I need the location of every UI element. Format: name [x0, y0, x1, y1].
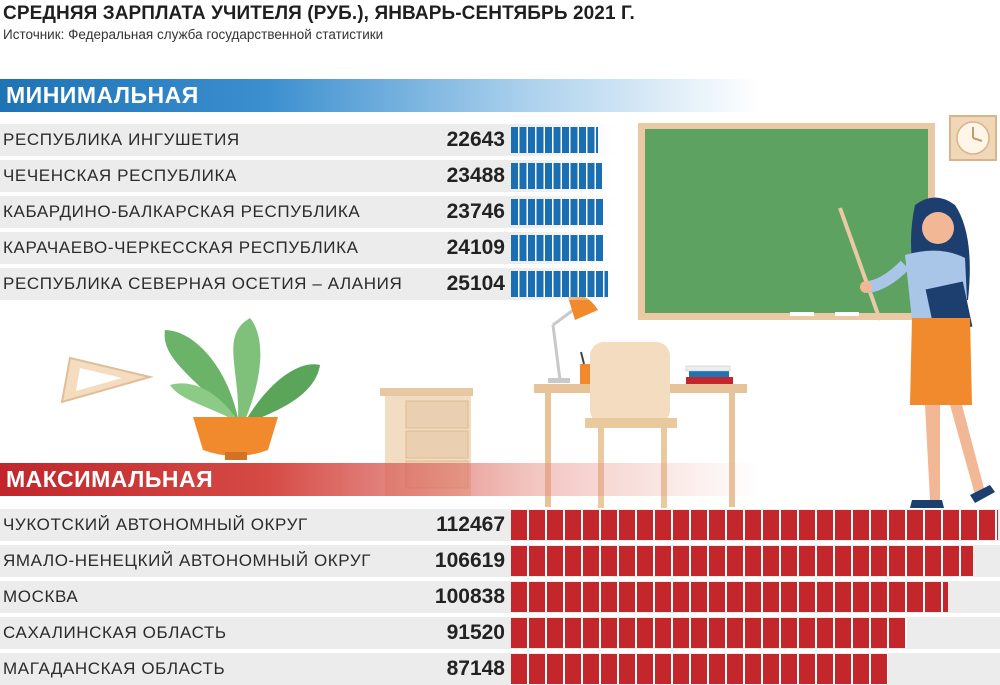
category-label: ЧЕЧЕНСКАЯ РЕСПУБЛИКА [3, 166, 237, 185]
bar-row: ЧЕЧЕНСКАЯ РЕСПУБЛИКА 23488 [0, 160, 615, 192]
value-label: 87148 [446, 657, 505, 680]
value-label: 25104 [446, 272, 505, 295]
clock-icon [949, 115, 997, 161]
category-label: КАБАРДИНО-БАЛКАРСКАЯ РЕСПУБЛИКА [3, 202, 361, 221]
category-label: МОСКВА [3, 587, 79, 606]
books-icon [685, 365, 733, 384]
category-label: ЧУКОТСКИЙ АВТОНОМНЫЙ ОКРУГ [3, 515, 308, 534]
bar [511, 546, 973, 576]
bar-row: ЧУКОТСКИЙ АВТОНОМНЫЙ ОКРУГ 112467 [0, 509, 1000, 541]
category-label: САХАЛИНСКАЯ ОБЛАСТЬ [3, 623, 227, 642]
bar-row: МАГАДАНСКАЯ ОБЛАСТЬ 87148 [0, 653, 1000, 685]
category-label: МАГАДАНСКАЯ ОБЛАСТЬ [3, 659, 226, 678]
bar [511, 654, 889, 684]
section-header-min: МИНИМАЛЬНАЯ [0, 79, 760, 112]
value-label: 23488 [446, 164, 505, 187]
bar-row: МОСКВА 100838 [0, 581, 1000, 613]
bar [511, 199, 603, 225]
value-label: 91520 [446, 621, 505, 644]
desk-lamp-icon [548, 295, 598, 383]
bar-row: КАРАЧАЕВО-ЧЕРКЕССКАЯ РЕСПУБЛИКА 24109 [0, 232, 615, 264]
triangle-ruler-icon [60, 356, 154, 404]
category-label: РЕСПУБЛИКА СЕВЕРНАЯ ОСЕТИЯ – АЛАНИЯ [3, 274, 403, 293]
category-label: РЕСПУБЛИКА ИНГУШЕТИЯ [3, 130, 240, 149]
section-header-max: МАКСИМАЛЬНАЯ [0, 463, 760, 496]
value-label: 23746 [446, 200, 505, 223]
plant-icon [164, 318, 320, 460]
source-note: Источник: Федеральная служба государстве… [3, 27, 384, 42]
bar [511, 582, 948, 612]
category-label: ЯМАЛО-НЕНЕЦКИЙ АВТОНОМНЫЙ ОКРУГ [3, 551, 372, 570]
value-label: 24109 [446, 236, 505, 259]
value-label: 22643 [446, 128, 505, 151]
bar-row: РЕСПУБЛИКА СЕВЕРНАЯ ОСЕТИЯ – АЛАНИЯ 25104 [0, 268, 615, 300]
bar-row: КАБАРДИНО-БАЛКАРСКАЯ РЕСПУБЛИКА 23746 [0, 196, 615, 228]
teacher-figure [838, 197, 995, 508]
bar-row: ЯМАЛО-НЕНЕЦКИЙ АВТОНОМНЫЙ ОКРУГ 106619 [0, 545, 1000, 577]
bar [511, 163, 602, 189]
bar-row: РЕСПУБЛИКА ИНГУШЕТИЯ 22643 [0, 124, 615, 156]
bar [511, 127, 599, 153]
value-label: 106619 [434, 549, 505, 572]
value-label: 100838 [434, 585, 505, 608]
bar-row: САХАЛИНСКАЯ ОБЛАСТЬ 91520 [0, 617, 1000, 649]
bar [511, 618, 908, 648]
bar [511, 271, 608, 297]
category-label: КАРАЧАЕВО-ЧЕРКЕССКАЯ РЕСПУБЛИКА [3, 238, 359, 257]
value-label: 112467 [436, 513, 505, 536]
bar [511, 235, 605, 261]
chart-title: СРЕДНЯЯ ЗАРПЛАТА УЧИТЕЛЯ (РУБ.), ЯНВАРЬ-… [3, 3, 635, 24]
bar [511, 510, 998, 540]
